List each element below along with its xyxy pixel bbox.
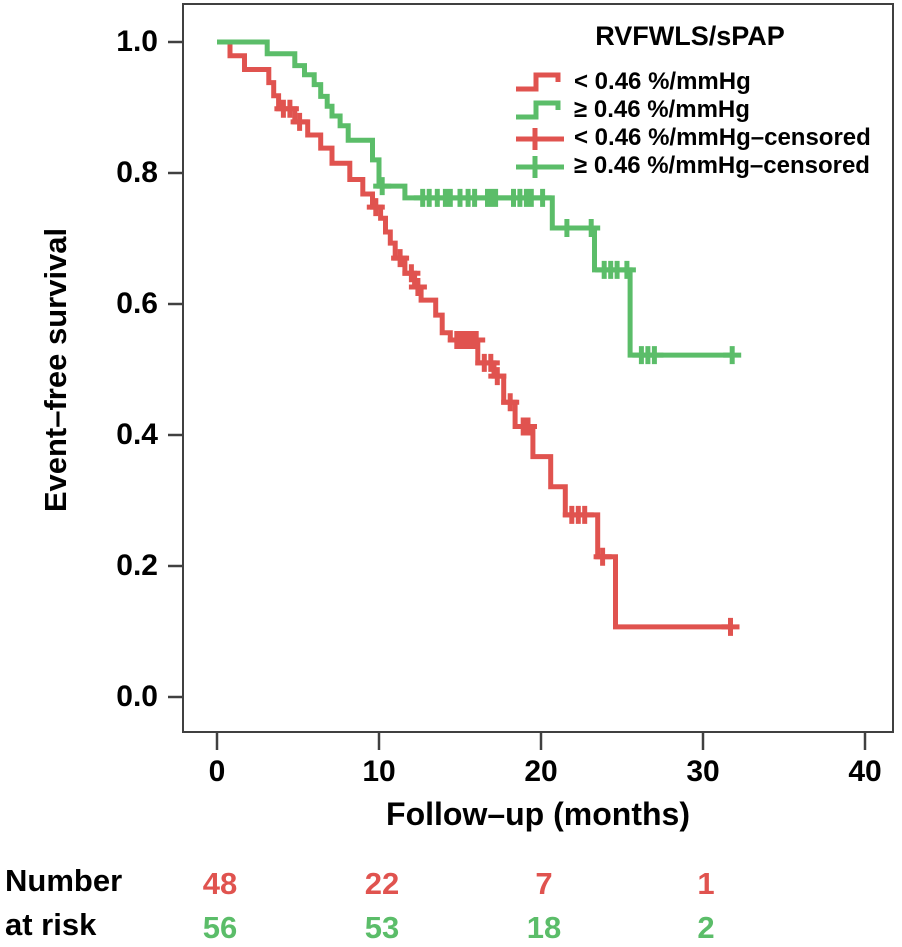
- censor-marks-lt046: [274, 99, 740, 636]
- at-risk-value: 56: [202, 910, 238, 945]
- y-tick-label: 0.6: [116, 287, 158, 320]
- step-line-icon: [516, 100, 561, 120]
- number-at-risk-label-line2: at risk: [5, 907, 97, 942]
- x-tick-label: 40: [848, 755, 882, 788]
- y-axis-title: Event–free survival: [38, 227, 73, 513]
- at-risk-value: 22: [364, 866, 400, 901]
- number-at-risk-label: Number at risk: [5, 859, 122, 947]
- x-tick-label: 10: [362, 755, 396, 788]
- censored-plus-icon: [516, 156, 564, 178]
- number-at-risk-label-line1: Number: [5, 863, 123, 898]
- legend-title: RVFWLS/sPAP: [595, 21, 785, 51]
- x-tick-label: 20: [524, 755, 558, 788]
- censored-plus-icon: [516, 128, 564, 150]
- x-tick-label: 0: [208, 755, 226, 788]
- legend-entry-label: ≥ 0.46 %/mmHg: [574, 96, 750, 123]
- y-tick-label: 0.8: [116, 156, 158, 189]
- legend-entry-label: < 0.46 %/mmHg: [574, 68, 751, 95]
- legend-entries: < 0.46 %/mmHg ≥ 0.46 %/mmHg < 0.46 %/mmHg–…: [512, 68, 871, 180]
- at-risk-value: 7: [535, 866, 553, 901]
- x-tick-label: 30: [686, 755, 720, 788]
- legend-entry: < 0.46 %/mmHg–censored: [512, 124, 871, 152]
- plot-frame: [182, 3, 894, 733]
- legend-entry: ≥ 0.46 %/mmHg: [512, 96, 871, 124]
- censor-marks-ge046: [373, 177, 742, 365]
- y-tick-label: 0.4: [116, 418, 158, 451]
- at-risk-value: 48: [202, 866, 238, 901]
- at-risk-value: 53: [364, 910, 400, 945]
- at-risk-value: 2: [697, 910, 715, 945]
- y-tick-label: 0.2: [116, 549, 158, 582]
- step-line-icon: [516, 72, 561, 92]
- survival-curve-ge046: [217, 39, 733, 358]
- legend-entry: < 0.46 %/mmHg: [512, 68, 871, 96]
- legend-entry-label: ≥ 0.46 %/mmHg–censored: [574, 152, 870, 179]
- y-tick-label: 0.0: [116, 680, 158, 713]
- y-tick-label: 1.0: [116, 25, 158, 58]
- legend-entry: ≥ 0.46 %/mmHg–censored: [512, 152, 871, 180]
- at-risk-value: 1: [697, 866, 715, 901]
- legend-entry-label: < 0.46 %/mmHg–censored: [574, 124, 871, 151]
- at-risk-value: 18: [526, 910, 562, 945]
- x-axis-title: Follow–up (months): [386, 796, 690, 832]
